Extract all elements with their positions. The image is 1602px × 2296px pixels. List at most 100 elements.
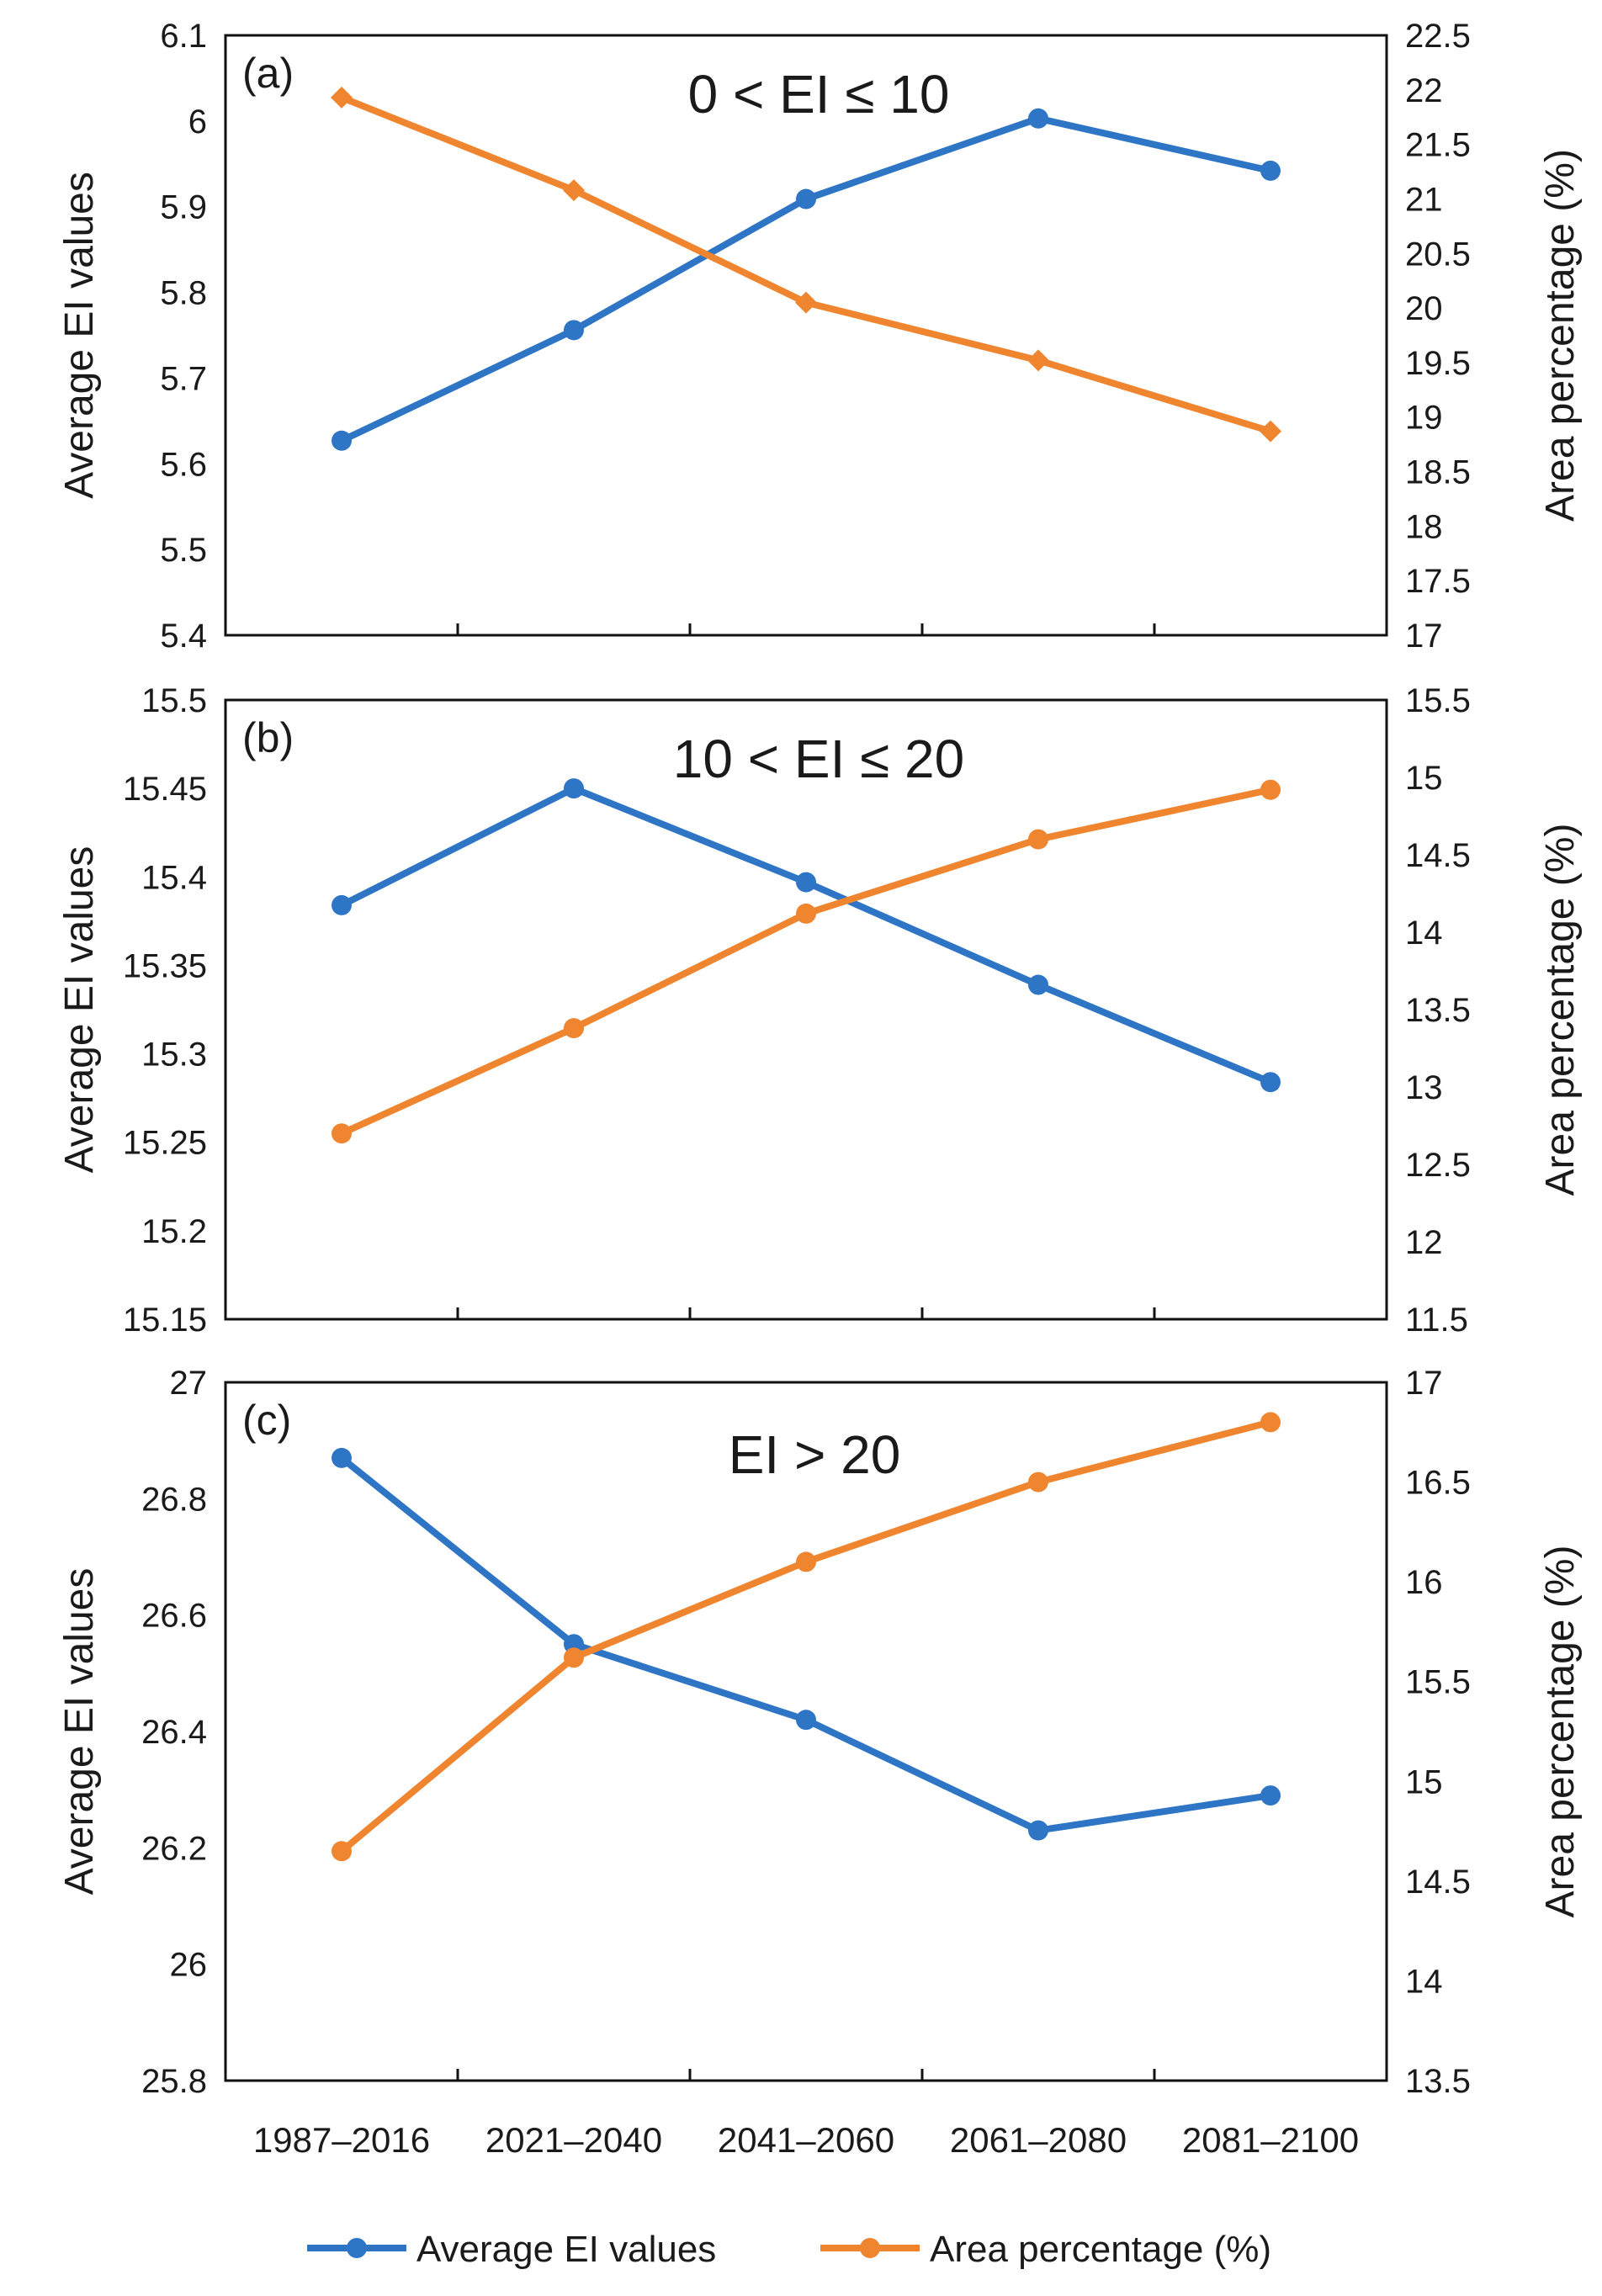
y-axis-title: Average EI values (57, 846, 102, 1174)
y-tick-label: 6.1 (160, 18, 207, 55)
y-tick-label: 15.5 (141, 682, 207, 719)
y-tick-label: 15.15 (123, 1302, 207, 1339)
data-point (1260, 160, 1281, 181)
data-point (1028, 974, 1048, 995)
y2-tick-label: 14.5 (1405, 837, 1471, 874)
x-category-label: 1987–2016 (253, 2120, 430, 2160)
series-line-average-ei (338, 1454, 1274, 1834)
x-category-label: 2021–2040 (485, 2120, 662, 2160)
data-point (1260, 1072, 1281, 1093)
x-category-label: 2041–2060 (718, 2120, 894, 2160)
plot-frame (224, 698, 1388, 1321)
plot-frame (224, 34, 1388, 637)
panel-label: (a) (242, 50, 294, 97)
y-axis-title: Average EI values (57, 1568, 102, 1896)
range-label: 10 < EI ≤ 20 (673, 729, 964, 789)
y2-tick-label: 17.5 (1405, 563, 1471, 600)
y-axis-title: Average EI values (57, 172, 102, 499)
y2-tick-label: 15.5 (1405, 1664, 1471, 1701)
y2-tick-label: 14.5 (1405, 1864, 1471, 1901)
y2-tick-label: 14 (1405, 915, 1443, 952)
y-tick-label: 5.4 (160, 618, 207, 655)
y2-tick-label: 20.5 (1405, 236, 1471, 273)
data-point (564, 1018, 584, 1039)
chart-panel-b: 15.15 15.2 15.25 15.3 15.35 15.4 15.45 15.5 11.5… (57, 682, 1583, 1339)
y2-tick-label: 22.5 (1405, 18, 1471, 55)
y2-tick-label: 21.5 (1405, 127, 1471, 164)
y-tick-label: 5.8 (160, 275, 207, 312)
y2-tick-label: 19.5 (1405, 345, 1471, 382)
legend-label: Average EI values (416, 2229, 716, 2270)
range-label: EI > 20 (729, 1424, 901, 1485)
y2-tick-label: 14 (1405, 1963, 1443, 2000)
y2-tick-label: 12 (1405, 1224, 1443, 1261)
y-tick-label: 5.5 (160, 532, 207, 569)
y-tick-label: 15.4 (141, 859, 207, 896)
legend-swatch-marker (860, 2238, 880, 2258)
legend-label: Area percentage (%) (930, 2229, 1271, 2270)
series-line-area-percentage (338, 1418, 1274, 1855)
data-point-diamond (331, 86, 353, 109)
y-tick-label: 5.9 (160, 189, 207, 226)
y-tick-label: 15.35 (123, 947, 207, 984)
y-tick-label: 6 (188, 103, 207, 141)
plot-frame (224, 1381, 1388, 2082)
y-tick-label: 15.25 (123, 1125, 207, 1162)
y-tick-label: 26.8 (141, 1481, 207, 1518)
y2-tick-label: 20 (1405, 290, 1443, 327)
y-tick-label: 15.45 (123, 771, 207, 808)
y-tick-label: 25.8 (141, 2063, 207, 2100)
y2-tick-label: 19 (1405, 400, 1443, 437)
data-point (1028, 829, 1048, 850)
y2-tick-label: 21 (1405, 181, 1443, 218)
series-line-area-percentage (338, 786, 1274, 1137)
data-point-diamond (1027, 349, 1049, 372)
data-point (796, 1551, 816, 1572)
y-tick-label: 15.3 (141, 1037, 207, 1074)
legend-swatch-marker (347, 2238, 367, 2258)
data-point (796, 1710, 816, 1731)
data-point-diamond (795, 291, 817, 314)
y2-tick-label: 18 (1405, 508, 1443, 545)
data-point (564, 778, 584, 799)
x-category-label: 2081–2100 (1182, 2120, 1359, 2160)
y2-tick-label: 17 (1405, 618, 1443, 655)
data-point (1260, 779, 1281, 800)
y2-tick-label: 18.5 (1405, 454, 1471, 491)
data-point (564, 1647, 584, 1668)
range-label: 0 < EI ≤ 10 (688, 64, 950, 125)
y2-tick-label: 15 (1405, 1763, 1443, 1800)
y2-tick-label: 13.5 (1405, 992, 1471, 1029)
y2-tick-label: 16.5 (1405, 1465, 1471, 1502)
y2-tick-label: 11.5 (1405, 1302, 1468, 1339)
y-tick-label: 15.2 (141, 1213, 207, 1250)
y2-axis-title: Area percentage (%) (1538, 1546, 1583, 1918)
data-point-diamond (563, 179, 585, 202)
data-point-diamond (1260, 420, 1281, 443)
chart-panel-c: 25.8 26 26.2 26.4 26.6 26.8 27 13.5 14 14.5 15 15.5… (57, 1365, 1583, 2100)
data-point (796, 903, 816, 924)
y2-tick-label: 22 (1405, 72, 1443, 109)
y2-axis-title: Area percentage (%) (1538, 824, 1583, 1196)
data-point (1028, 108, 1048, 129)
series-line-area-percentage (338, 93, 1274, 435)
y2-tick-label: 12.5 (1405, 1147, 1471, 1184)
panel-label: (b) (242, 714, 294, 761)
data-point (332, 1123, 352, 1144)
y2-tick-label: 13 (1405, 1069, 1443, 1106)
y-tick-label: 27 (170, 1365, 208, 1402)
y-tick-label: 5.6 (160, 446, 207, 483)
y2-tick-label: 17 (1405, 1365, 1443, 1402)
data-point (796, 188, 816, 209)
data-point (1028, 1471, 1048, 1493)
data-point (796, 872, 816, 893)
y-tick-label: 26 (170, 1947, 208, 1984)
data-point (332, 1841, 352, 1862)
data-point (332, 1447, 352, 1468)
series-line-average-ei (338, 785, 1274, 1086)
chart-panel-a: 5.4 5.5 5.6 5.7 5.8 5.9 6 6.1 17 17.5 18 18.5 19 19.5… (57, 18, 1583, 655)
data-point (564, 320, 584, 341)
panel-label: (c) (242, 1397, 291, 1444)
data-point (1260, 1412, 1281, 1433)
